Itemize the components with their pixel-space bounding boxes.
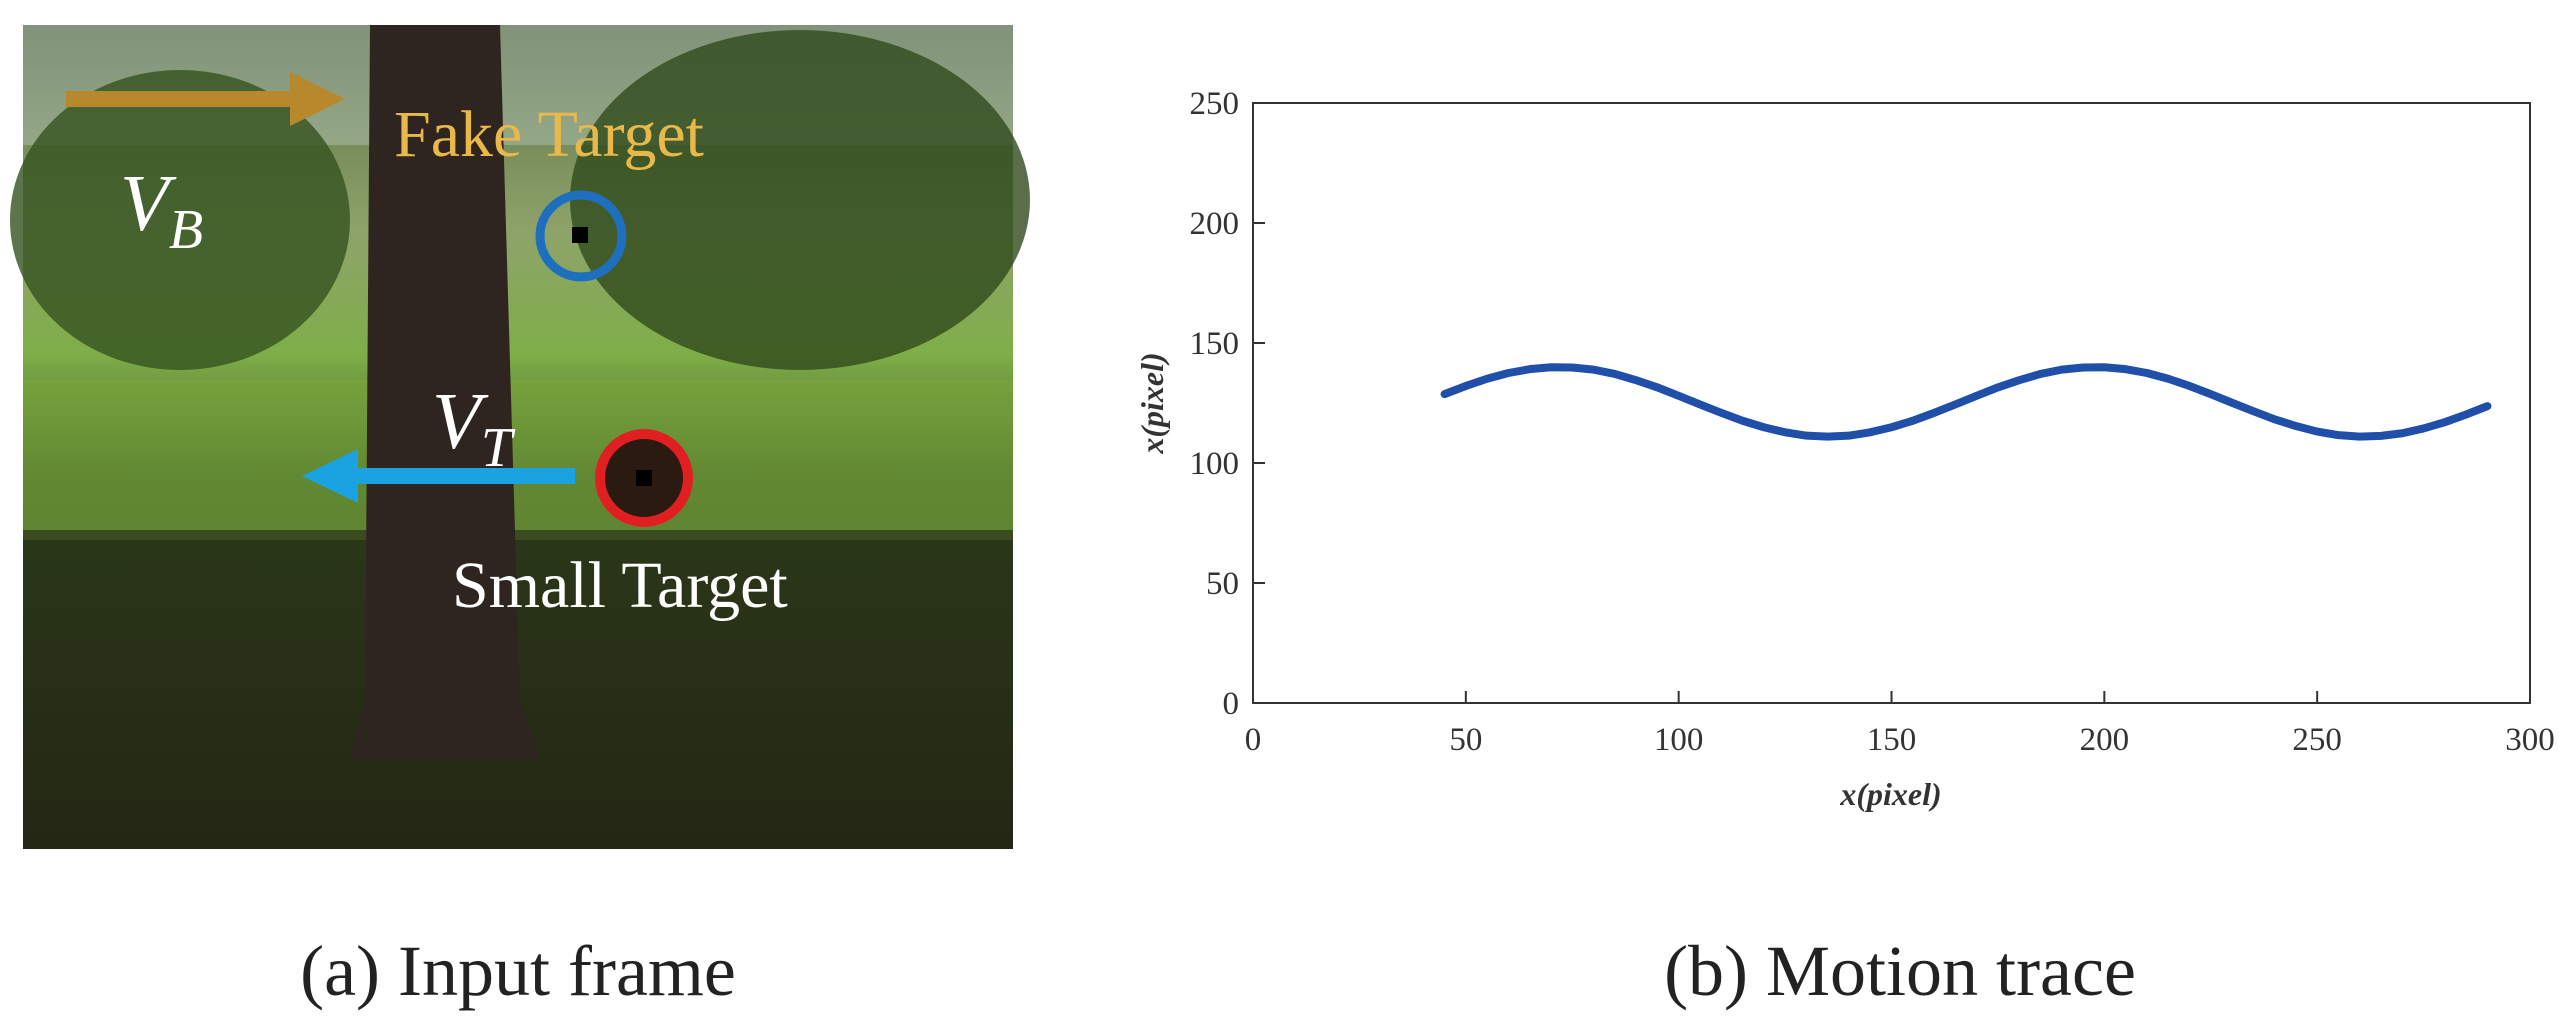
small-target-label: Small Target xyxy=(452,549,788,622)
x-tick-label: 50 xyxy=(1449,722,1482,758)
x-tick-label: 300 xyxy=(2505,722,2555,758)
tree-trunk xyxy=(350,25,540,760)
symbol: V xyxy=(120,160,177,248)
x-tick-label: 150 xyxy=(1867,722,1917,758)
caption: (b) Motion trace xyxy=(1664,931,2136,1011)
x-tick-label: 100 xyxy=(1654,722,1704,758)
y-tick-label: 0 xyxy=(1223,686,1240,722)
target-dot xyxy=(572,227,588,243)
y-tick-label: 50 xyxy=(1206,566,1239,602)
grass xyxy=(23,380,1013,540)
input-frame: Fake Target VB VT Small Target xyxy=(10,25,1030,849)
velocity-label: VB xyxy=(120,160,203,261)
foliage xyxy=(10,70,350,370)
y-tick-label: 100 xyxy=(1190,446,1240,482)
target-dot xyxy=(636,470,652,486)
y-tick-label: 250 xyxy=(1190,86,1240,122)
symbol: V xyxy=(432,378,489,466)
arrow-head xyxy=(290,72,345,126)
y-tick-label: 150 xyxy=(1190,326,1240,362)
fake-target-circle xyxy=(535,190,627,282)
arrow-head xyxy=(302,449,358,503)
caption: (a) Input frame xyxy=(300,931,736,1011)
subscript: B xyxy=(169,199,203,261)
trace-line xyxy=(1440,363,2492,441)
x-tick-label: 0 xyxy=(1245,722,1262,758)
fake-target-label: Fake Target xyxy=(394,98,704,171)
x-tick-label: 200 xyxy=(2080,722,2130,758)
x-axis-label: x(pixel) xyxy=(1839,776,1941,812)
y-axis-label: x(pixel) xyxy=(1134,352,1170,454)
plot-frame xyxy=(1252,102,2531,704)
x-tick-label: 250 xyxy=(2292,722,2342,758)
y-tick-label: 200 xyxy=(1190,206,1240,242)
foliage xyxy=(570,30,1030,370)
